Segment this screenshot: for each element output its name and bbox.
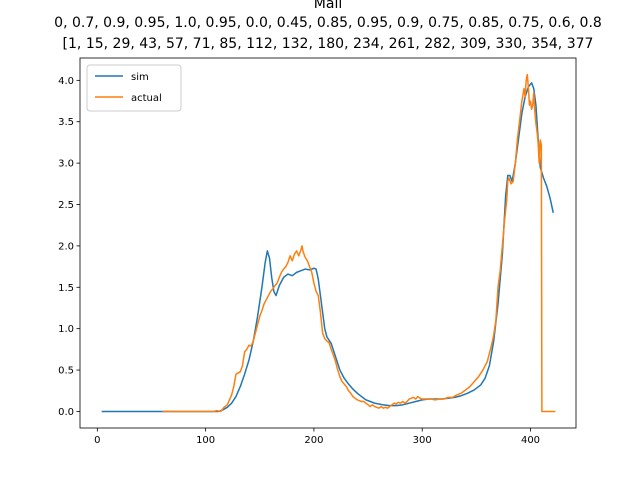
title-line-2: 0, 0.7, 0.9, 0.95, 1.0, 0.95, 0.0, 0.45,…: [54, 15, 602, 31]
axes-frame: [79, 57, 577, 429]
series-line-sim: [101, 82, 554, 413]
x-tick-label: 200: [304, 435, 323, 446]
y-tick-label: 3.0: [58, 159, 74, 170]
legend: sim actual: [86, 64, 182, 112]
y-tick-label: 2.5: [58, 200, 74, 211]
y-tick-label: 0.5: [58, 366, 74, 377]
y-axis: 0.0 0.5 1.0 1.5 2.0 2.5 3.0 3.5 4.0: [58, 76, 80, 418]
y-tick-label: 3.5: [58, 117, 74, 128]
legend-label-actual: actual: [131, 93, 162, 104]
x-axis: 0 100 200 300 400: [94, 428, 540, 446]
x-tick-label: 0: [94, 435, 100, 446]
y-tick-label: 0.0: [58, 407, 74, 418]
y-tick-label: 1.5: [58, 283, 74, 294]
x-tick-label: 400: [521, 435, 540, 446]
x-tick-label: 300: [413, 435, 432, 446]
series-line-actual: [162, 73, 556, 413]
chart-title: Mall 0, 0.7, 0.9, 0.95, 1.0, 0.95, 0.0, …: [54, 0, 602, 52]
title-line-1: Mall: [314, 0, 342, 12]
legend-label-sim: sim: [131, 72, 149, 83]
plot-area: [80, 58, 576, 428]
x-tick-label: 100: [196, 435, 215, 446]
y-tick-label: 4.0: [58, 76, 74, 87]
series-lines: [101, 73, 556, 413]
title-line-3: [1, 15, 29, 43, 57, 71, 85, 112, 132, 18…: [63, 36, 594, 52]
y-tick-label: 2.0: [58, 241, 74, 252]
y-tick-label: 1.0: [58, 324, 74, 335]
